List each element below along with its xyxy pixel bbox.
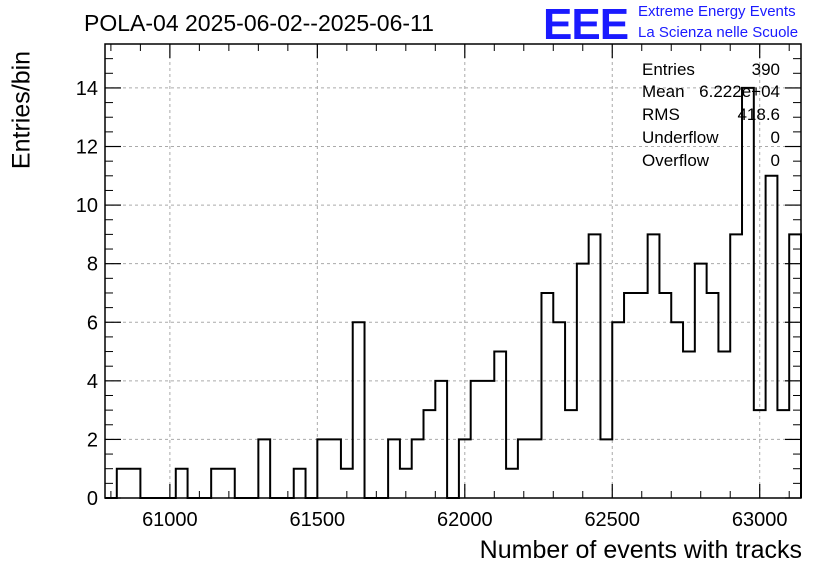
- x-tick-label: 61000: [142, 509, 198, 531]
- y-tick-label: 2: [87, 429, 98, 451]
- plot-frame: [104, 43, 802, 499]
- stats-label: Underflow: [642, 128, 719, 147]
- y-tick-label: 8: [87, 254, 98, 276]
- logo-line-2: La Scienza nelle Scuole: [638, 24, 799, 41]
- x-tick-label: 62500: [584, 509, 640, 531]
- y-tick-label: 12: [76, 137, 98, 159]
- stats-label: Entries: [642, 60, 695, 79]
- stats-value: 6.222e+04: [699, 82, 780, 101]
- stats-row-rms: RMS 418.6: [642, 105, 780, 127]
- stats-row-underflow: Underflow 0: [642, 128, 780, 150]
- y-axis-ticks: 0 2 4 6 8 10 12 14: [76, 43, 801, 510]
- eee-logo: EEE: [543, 0, 629, 49]
- x-axis-ticks: 61000 61500 62000 62500 63000: [110, 44, 790, 531]
- x-axis-label: Number of events with tracks: [479, 536, 802, 564]
- stats-label: Mean: [642, 82, 685, 101]
- x-tick-label: 63000: [732, 509, 788, 531]
- logo-line-1: Extreme Energy Events: [638, 3, 796, 20]
- stats-value: 418.6: [737, 105, 780, 124]
- stats-value: 390: [751, 60, 780, 79]
- y-tick-label: 4: [87, 371, 98, 393]
- y-tick-label: 10: [76, 195, 98, 217]
- stats-row-entries: Entries 390: [642, 60, 780, 82]
- stats-label: RMS: [642, 105, 680, 124]
- x-tick-label: 62000: [437, 509, 493, 531]
- y-tick-label: 6: [87, 312, 98, 334]
- stats-value: 0: [770, 151, 780, 170]
- stats-row-mean: Mean 6.222e+04: [642, 82, 780, 104]
- x-tick-label: 61500: [290, 509, 346, 531]
- stats-value: 0: [770, 128, 780, 147]
- y-tick-label: 0: [87, 488, 98, 510]
- stats-row-overflow: Overflow 0: [642, 151, 780, 173]
- y-tick-label: 14: [76, 78, 98, 100]
- stats-label: Overflow: [642, 151, 710, 170]
- y-axis-label: Entries/bin: [7, 50, 36, 170]
- chart-title: POLA-04 2025-06-02--2025-06-11: [84, 10, 434, 36]
